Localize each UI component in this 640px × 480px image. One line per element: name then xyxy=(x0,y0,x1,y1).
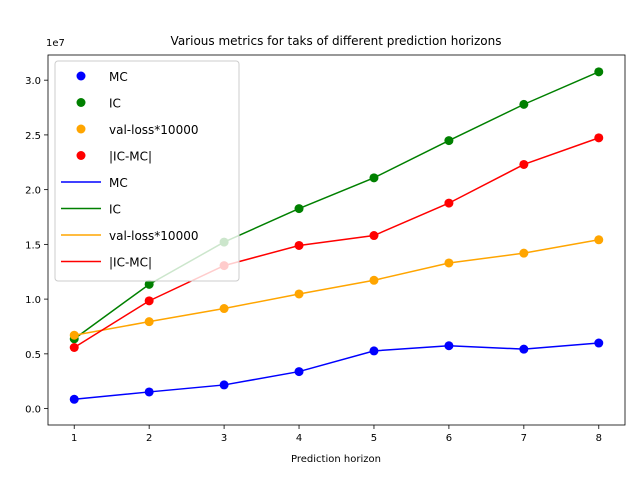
data-point xyxy=(69,330,79,340)
x-tick-label: 4 xyxy=(296,433,302,444)
data-point xyxy=(294,367,304,377)
data-point xyxy=(219,380,229,390)
legend-marker xyxy=(76,124,86,134)
data-point xyxy=(294,240,304,250)
legend-box xyxy=(54,60,240,282)
x-tick-label: 1 xyxy=(71,433,77,444)
legend-label: IC xyxy=(109,203,121,217)
x-tick-label: 8 xyxy=(596,433,602,444)
axes-border xyxy=(47,54,626,426)
data-point xyxy=(594,338,604,348)
y-tick-label: 2.5 xyxy=(25,131,41,142)
legend-label: MC xyxy=(109,176,128,190)
data-point xyxy=(594,235,604,245)
x-axis-ticks: 1 2 3 4 5 6 7 8 xyxy=(71,425,602,444)
y-tick-label: 2.0 xyxy=(25,186,41,197)
y-tick-label: 1.0 xyxy=(25,295,41,306)
data-point xyxy=(144,387,154,397)
data-point xyxy=(144,317,154,327)
legend-label: |IC-MC| xyxy=(109,256,152,270)
legend-marker xyxy=(76,71,86,81)
series-line xyxy=(73,137,600,349)
data-point xyxy=(444,198,454,208)
axes-frame xyxy=(47,54,626,426)
data-point xyxy=(519,159,529,169)
data-point xyxy=(444,258,454,268)
x-tick-label: 7 xyxy=(521,433,527,444)
data-point xyxy=(369,231,379,241)
x-tick-label: 3 xyxy=(221,433,227,444)
data-point xyxy=(144,279,154,289)
legend: MC IC val-loss*10000 |IC-MC| MC IC val-loss*10… xyxy=(54,60,240,282)
legend-marker xyxy=(76,98,86,107)
legend-label: IC xyxy=(109,97,121,111)
data-point xyxy=(294,204,304,214)
x-tick-label: 5 xyxy=(371,433,377,444)
x-tick-label: 6 xyxy=(446,433,452,444)
data-point xyxy=(369,275,379,285)
chart-title: Various metrics for taks of different pr… xyxy=(171,34,502,48)
data-point xyxy=(219,304,229,314)
data-point xyxy=(369,173,379,183)
data-point xyxy=(369,346,379,356)
y-tick-label: 1.5 xyxy=(25,240,41,251)
data-point xyxy=(69,394,79,404)
series-line xyxy=(74,342,599,401)
series-line xyxy=(74,239,599,336)
data-point xyxy=(444,341,454,351)
legend-label: val-loss*10000 xyxy=(109,229,198,243)
y-axis-ticks: 0.0 0.5 1.0 1.5 2.0 2.5 3.0 xyxy=(25,76,48,416)
data-point xyxy=(519,248,529,258)
data-point xyxy=(519,344,529,354)
data-point xyxy=(444,136,454,146)
x-axis-label: Prediction horizon xyxy=(291,454,381,465)
data-point xyxy=(69,342,79,352)
data-point xyxy=(294,289,304,299)
data-point xyxy=(519,99,529,109)
y-tick-label: 0.0 xyxy=(25,405,41,416)
y-axis-offset-text: 1e7 xyxy=(46,38,65,49)
legend-label: |IC-MC| xyxy=(109,150,152,164)
data-point xyxy=(144,296,154,306)
data-point xyxy=(594,67,604,77)
legend-marker xyxy=(76,151,86,160)
data-point xyxy=(594,133,604,143)
x-tick-label: 2 xyxy=(146,433,152,444)
y-tick-label: 0.5 xyxy=(25,350,41,361)
legend-label: val-loss*10000 xyxy=(109,123,198,137)
legend-label: MC xyxy=(109,70,128,84)
y-tick-label: 3.0 xyxy=(25,76,41,87)
